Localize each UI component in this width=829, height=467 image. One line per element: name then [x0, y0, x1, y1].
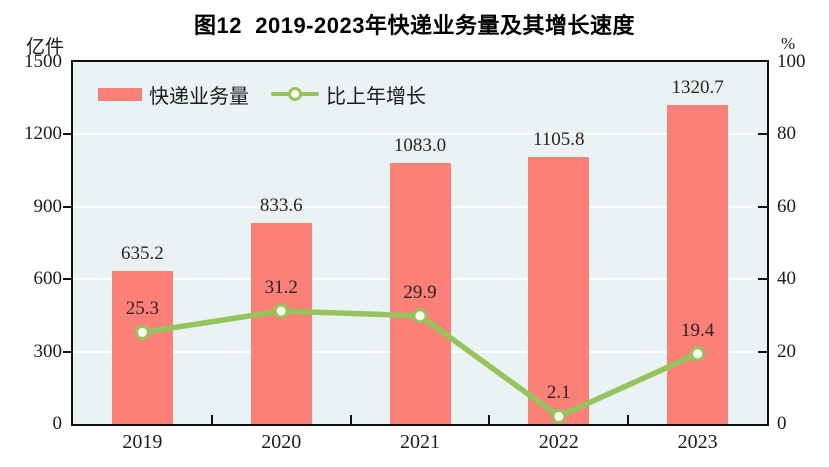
legend: 快递业务量 比上年增长: [98, 82, 426, 108]
y-axis-right-tick-label-20: 20: [777, 340, 796, 362]
gridline-1200: [73, 133, 767, 136]
growth-marker-2021: [412, 308, 428, 324]
y-axis-left-tick-mark-600: [63, 278, 71, 281]
x-axis-tick-mark-2: [349, 415, 352, 424]
chart-title: 图12 2019-2023年快递业务量及其增长速度: [194, 13, 635, 38]
bar-value-label-2020: 833.6: [259, 194, 303, 216]
bar-2021: [389, 162, 451, 424]
y-axis-left-tick-label-900: 900: [33, 195, 63, 217]
y-axis-right-tick-label-80: 80: [777, 123, 796, 145]
y-axis-right-tick-mark-80: [758, 133, 767, 136]
y-axis-right-tick-label-100: 100: [777, 51, 806, 72]
growth-marker-2020: [273, 303, 289, 319]
x-axis-tick-mark-3: [488, 415, 491, 424]
legend-bar-label: 快递业务量: [149, 85, 249, 108]
left-axis-unit-label: 亿件: [25, 37, 64, 58]
growth-value-label-2023: 19.4: [680, 319, 715, 341]
bar-value-label-2022: 1105.8: [533, 129, 585, 151]
bar-2020: [250, 222, 312, 424]
bar-value-label-2021: 1083.0: [393, 134, 447, 156]
growth-marker-2022: [551, 408, 567, 424]
legend-line-marker-icon: [288, 87, 302, 101]
y-axis-right-tick-mark-60: [758, 205, 767, 208]
growth-line-layer: [134, 303, 706, 424]
x-axis-label-2021: 2021: [400, 431, 440, 453]
y-axis-right-tick-mark-40: [758, 278, 767, 281]
y-axis-left-tick-label-300: 300: [33, 340, 63, 362]
x-axis-tick-mark-1: [210, 415, 213, 424]
y-axis-left-tick-label-600: 600: [33, 268, 63, 290]
y-axis-left-tick-label-1500: 1500: [24, 51, 62, 72]
y-axis-left-tick-mark-300: [63, 350, 71, 353]
bar-2023: [667, 105, 729, 424]
y-axis-left-tick-mark-900: [63, 205, 71, 208]
growth-value-label-2019: 25.3: [125, 298, 160, 320]
right-axis-unit-label: %: [781, 34, 796, 53]
y-axis-right-tick-mark-20: [758, 350, 767, 353]
growth-marker-2023: [690, 346, 706, 362]
y-axis-left-tick-label-0: 0: [52, 413, 63, 434]
y-axis-left-tick-label-1200: 1200: [24, 123, 62, 145]
bar-2019: [111, 270, 173, 424]
y-axis-right-tick-label-60: 60: [777, 195, 796, 217]
y-axis-left-tick-mark-1200: [63, 133, 71, 136]
bar-value-label-2019: 635.2: [121, 242, 164, 264]
y-axis-right-tick-label-40: 40: [777, 268, 796, 290]
x-axis-label-2020: 2020: [261, 431, 302, 453]
growth-value-label-2021: 29.9: [403, 281, 437, 303]
legend-line-swatch: [271, 87, 319, 101]
plot-area: 快递业务量 比上年增长 635.2 833.6 1083.0 1105.8 1320.7…: [71, 60, 769, 426]
x-axis-tick-mark-4: [627, 415, 630, 424]
x-axis-label-2019: 2019: [122, 431, 163, 453]
legend-line-label: 比上年增长: [326, 85, 426, 108]
y-axis-right-tick-label-0: 0: [777, 413, 787, 434]
growth-line: [139, 308, 701, 420]
x-axis-label-2023: 2023: [677, 431, 718, 453]
bar-value-label-2023: 1320.7: [671, 77, 724, 99]
x-axis-label-2022: 2022: [538, 431, 579, 453]
growth-value-label-2020: 31.2: [264, 277, 298, 299]
legend-bar-swatch: [98, 87, 142, 101]
growth-marker-2019: [134, 324, 150, 340]
bar-2022: [528, 157, 590, 424]
growth-value-label-2022: 2.1: [546, 382, 571, 404]
